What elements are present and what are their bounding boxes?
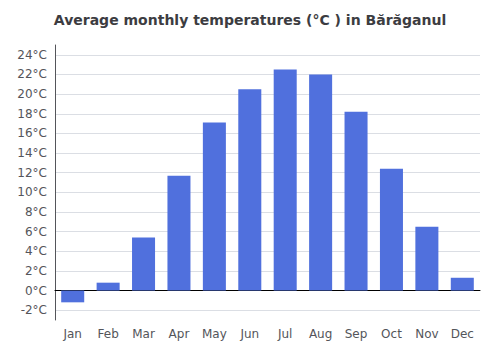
svg-text:Sep: Sep [345, 327, 368, 341]
svg-text:16°C: 16°C [17, 126, 47, 140]
svg-text:Jul: Jul [277, 327, 292, 341]
svg-text:Average monthly temperatures (: Average monthly temperatures (°C ) in Bă… [54, 12, 446, 28]
svg-text:0°C: 0°C [25, 284, 47, 298]
svg-text:18°C: 18°C [17, 107, 47, 121]
svg-text:22°C: 22°C [17, 67, 47, 81]
svg-text:Feb: Feb [98, 327, 119, 341]
svg-text:Oct: Oct [381, 327, 402, 341]
svg-text:Aug: Aug [309, 327, 332, 341]
svg-text:14°C: 14°C [17, 146, 47, 160]
svg-text:-2°C: -2°C [21, 303, 47, 317]
svg-text:Mar: Mar [132, 327, 155, 341]
svg-text:May: May [202, 327, 227, 341]
svg-text:Jun: Jun [239, 327, 259, 341]
svg-text:6°C: 6°C [25, 225, 47, 239]
svg-text:8°C: 8°C [25, 205, 47, 219]
svg-text:Dec: Dec [451, 327, 474, 341]
svg-text:Apr: Apr [169, 327, 190, 341]
svg-text:12°C: 12°C [17, 166, 47, 180]
svg-text:4°C: 4°C [25, 244, 47, 258]
svg-text:20°C: 20°C [17, 87, 47, 101]
svg-text:24°C: 24°C [17, 48, 47, 62]
svg-text:Nov: Nov [415, 327, 438, 341]
svg-text:10°C: 10°C [17, 185, 47, 199]
svg-text:Jan: Jan [62, 327, 82, 341]
svg-text:2°C: 2°C [25, 264, 47, 278]
